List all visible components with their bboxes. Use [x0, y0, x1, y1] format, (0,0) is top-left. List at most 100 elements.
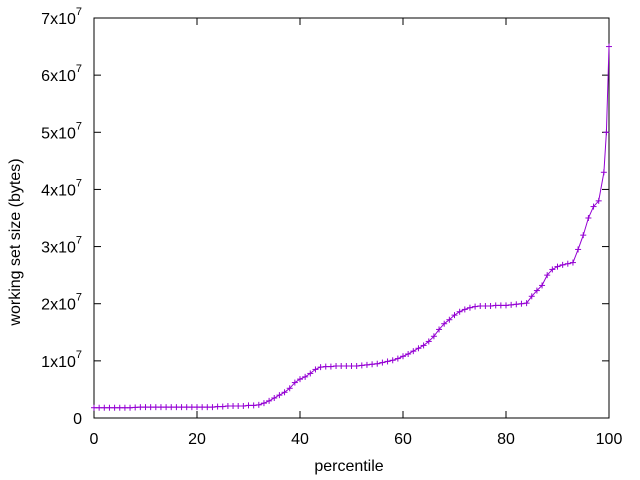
data-point: [369, 361, 376, 368]
data-point: [590, 203, 597, 210]
data-point: [240, 403, 247, 409]
data-point: [168, 404, 175, 411]
data-point: [173, 404, 180, 411]
data-point: [111, 404, 118, 411]
data-point: [276, 392, 283, 399]
data-point: [327, 363, 334, 370]
data-point: [363, 361, 370, 368]
data-point: [441, 320, 448, 327]
data-point: [405, 351, 412, 357]
data-point: [183, 404, 190, 411]
data-point: [513, 301, 520, 308]
data-point: [420, 342, 427, 349]
data-point: [425, 338, 432, 345]
data-point: [528, 293, 535, 300]
data-point: [260, 400, 267, 407]
data-point: [286, 385, 293, 392]
data-point: [456, 308, 463, 315]
data-point: [163, 404, 170, 411]
data-point: [446, 316, 453, 323]
data-point: [333, 363, 340, 369]
data-point: [343, 363, 350, 369]
y-axis-title: working set size (bytes): [7, 158, 24, 326]
data-point: [492, 302, 499, 309]
data-point: [188, 404, 195, 411]
data-point: [518, 300, 525, 307]
data-point: [137, 404, 144, 411]
data-point: [451, 312, 458, 319]
data-point: [266, 397, 273, 404]
data-point: [291, 379, 298, 386]
data-point: [472, 303, 479, 310]
data-point: [415, 345, 422, 352]
data-point: [430, 333, 437, 340]
plot-frame: [93, 17, 610, 419]
data-point: [235, 403, 242, 409]
data-point: [410, 348, 417, 355]
data-point: [127, 404, 134, 411]
data-point: [466, 304, 473, 311]
data-point: [394, 355, 401, 362]
x-tick-label: 0: [90, 431, 99, 448]
data-point: [322, 363, 329, 370]
data-point: [503, 302, 509, 309]
data-point: [132, 404, 139, 411]
data-point: [91, 404, 97, 411]
data-point: [302, 373, 309, 380]
data-point: [297, 376, 303, 383]
y-tick-label: 3x107: [41, 235, 82, 257]
data-point: [199, 404, 206, 411]
y-tick-label: 4x107: [41, 177, 82, 199]
data-point: [142, 404, 149, 411]
x-tick-label: 100: [596, 431, 623, 448]
data-point: [209, 404, 216, 411]
data-point: [204, 404, 211, 411]
data-point: [374, 360, 381, 367]
data-point: [554, 263, 561, 270]
data-point: [317, 364, 324, 371]
x-tick-label: 60: [394, 431, 412, 448]
y-tick-label: 2x107: [41, 292, 82, 314]
data-point: [281, 389, 288, 396]
data-point: [214, 403, 221, 410]
data-point: [307, 370, 314, 377]
tick-marks: [93, 17, 610, 419]
y-tick-label: 1x107: [41, 349, 82, 371]
data-point: [461, 306, 468, 313]
data-point: [96, 404, 103, 411]
data-point: [585, 215, 592, 221]
data-point: [477, 303, 484, 309]
y-tick-label: 5x107: [41, 120, 82, 142]
data-point: [533, 287, 540, 294]
series-line: [94, 46, 610, 409]
data-point: [116, 404, 123, 411]
y-tick-label: 6x107: [41, 63, 82, 85]
data-point: [487, 303, 494, 309]
data-point: [436, 326, 443, 333]
data-point: [245, 402, 252, 409]
data-point: [544, 272, 551, 279]
data-point: [606, 43, 612, 50]
x-tick-labels: 0 20 40 60 80 100: [90, 431, 623, 448]
data-point: [338, 363, 345, 369]
data-point: [384, 358, 391, 365]
data-point: [379, 359, 386, 366]
data-point: [348, 363, 355, 369]
series-markers: [91, 43, 612, 411]
data-point: [224, 403, 231, 409]
data-point: [152, 404, 159, 411]
y-tick-label: 7x107: [41, 6, 82, 28]
data-point: [358, 362, 365, 369]
data-point: [508, 301, 515, 308]
data-point: [194, 404, 200, 411]
data-point: [603, 129, 610, 136]
x-axis-title: percentile: [314, 458, 383, 475]
data-point: [101, 404, 108, 411]
data-point: [255, 401, 262, 408]
x-tick-label: 80: [497, 431, 515, 448]
data-point: [106, 404, 113, 411]
data-point: [523, 300, 530, 307]
data-point: [569, 259, 576, 266]
data-point: [147, 404, 154, 411]
data-point: [157, 404, 164, 411]
